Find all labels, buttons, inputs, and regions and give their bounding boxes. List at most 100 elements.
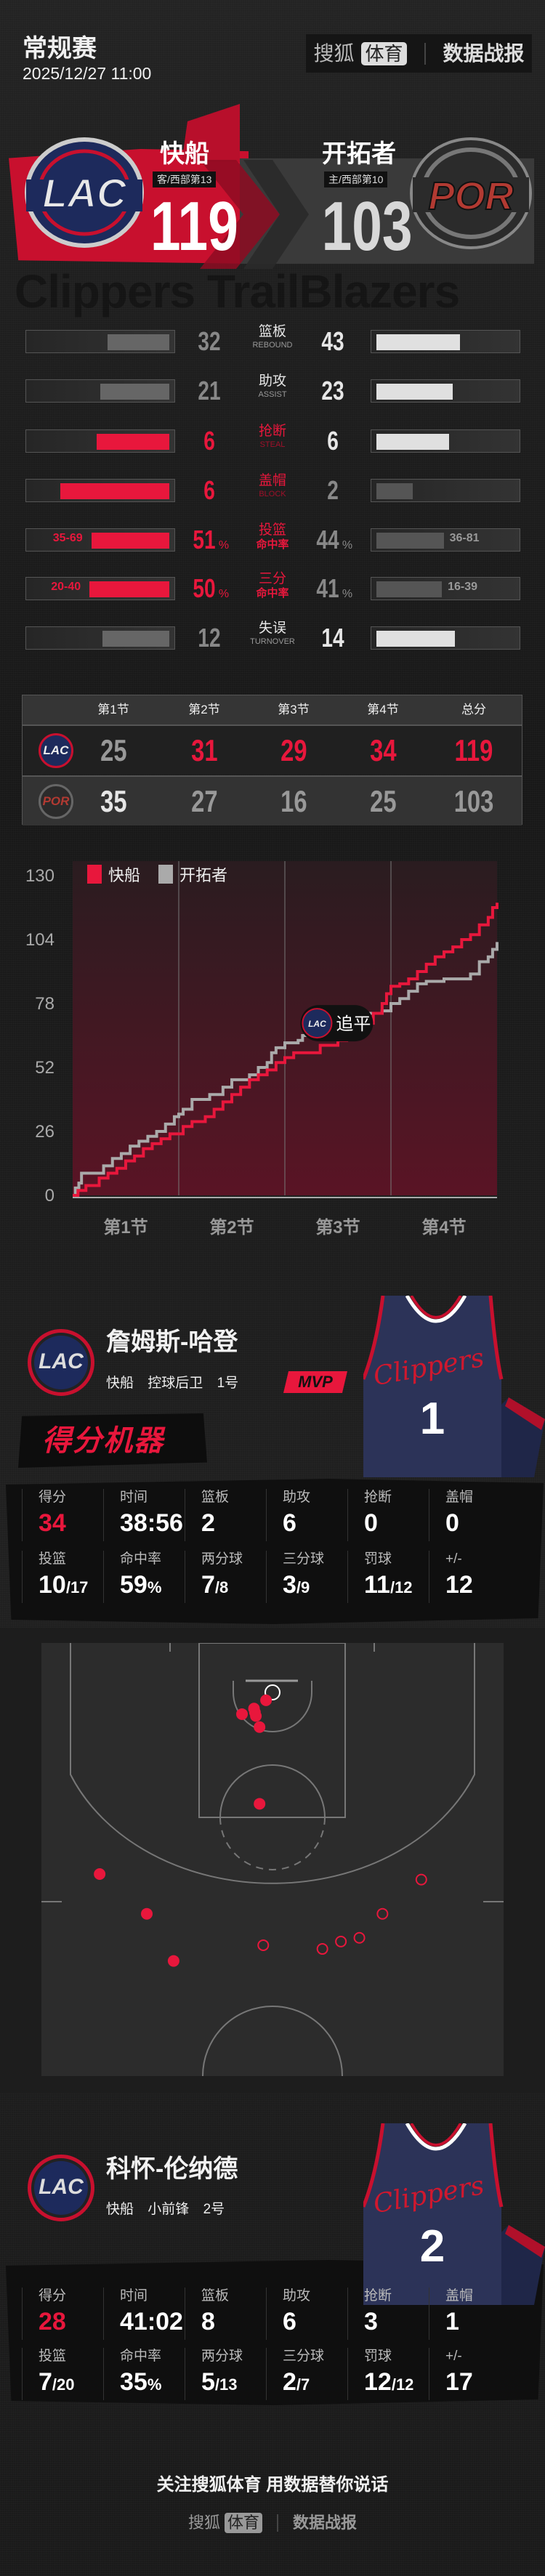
- stat-value: 10/17: [39, 1571, 89, 1599]
- right-stat-bar: [371, 528, 520, 552]
- right-stat-value: 2: [327, 475, 339, 505]
- quarter-score: 31: [190, 733, 218, 767]
- stat-row-0: 32 43 篮板 REBOUND: [0, 324, 545, 356]
- free-throw-circle-top: [219, 1817, 326, 1870]
- por-mini-logo: POR: [39, 784, 73, 819]
- stat-value: 59%: [120, 1571, 162, 1599]
- rim: [265, 1684, 280, 1700]
- stat-label: 罚球: [364, 2349, 392, 2364]
- player-stat-0: 得分 28: [22, 2288, 99, 2340]
- stat-label: 抢断: [364, 1490, 392, 1505]
- stat-label: 篮板: [201, 1490, 230, 1505]
- y-tick-label: 130: [25, 866, 54, 886]
- quarter-header: 第3节: [278, 703, 310, 716]
- right-stat-fill: [376, 631, 455, 647]
- footer-report: 数据战报: [293, 2514, 358, 2532]
- versus-chevron-icon: [200, 160, 309, 269]
- lac-mini-logo: [302, 1008, 333, 1039]
- player-info: 快船 小前锋 2号: [106, 2202, 225, 2218]
- brand-logo: 搜狐 体育 数据战报: [306, 34, 532, 73]
- shot-made-marker: [260, 1694, 272, 1706]
- stat-label: +/-: [445, 1551, 462, 1567]
- team-watermark: Clippers TrailBlazers: [15, 266, 460, 317]
- y-tick-label: 52: [35, 1058, 54, 1078]
- left-stat-bar: [25, 577, 175, 600]
- stat-value: 3: [364, 2308, 378, 2335]
- player-stat-5: 盖帽 0: [429, 1489, 506, 1541]
- shot-made-marker: [236, 1708, 249, 1720]
- shot-made-marker: [141, 1907, 153, 1920]
- quarter-score: 27: [190, 784, 218, 818]
- right-stat-value: 14: [321, 623, 344, 653]
- left-stat-value: 51%: [193, 525, 230, 554]
- shot-made-marker: [94, 1868, 106, 1880]
- stat-value: 1: [445, 2308, 459, 2335]
- left-stat-fill: [97, 434, 169, 450]
- left-stat-fill: [89, 581, 169, 597]
- player-stat-1: 时间 41:02: [103, 2288, 183, 2340]
- player-number-label: 2号: [203, 2202, 225, 2217]
- away-score: 119: [150, 187, 238, 265]
- stat-value: 7/8: [201, 1571, 229, 1599]
- quarter-score: 25: [369, 784, 397, 818]
- y-tick-label: 26: [35, 1122, 54, 1142]
- player-stat-9: 三分球 3/9: [266, 1551, 343, 1603]
- player-team: 快船: [106, 1376, 134, 1391]
- quarter-score: 34: [369, 733, 397, 767]
- stat-value: 11/12: [364, 1571, 413, 1599]
- left-stat-fill: [100, 384, 169, 400]
- stat-value: 41:02: [120, 2308, 183, 2335]
- right-stat-fill: [376, 483, 413, 499]
- stat-label: 两分球: [201, 2349, 243, 2364]
- quarter-score: 29: [280, 733, 307, 767]
- game-type: 常规赛: [23, 35, 97, 62]
- player-tag: 得分机器: [42, 1425, 164, 1457]
- right-stat-fill: [376, 581, 443, 597]
- player-stat-5: 盖帽 1: [429, 2288, 506, 2340]
- left-stat-value: 21: [198, 376, 221, 405]
- stat-value: 35%: [120, 2368, 162, 2396]
- left-stat-value: 50%: [193, 573, 230, 603]
- stat-label: 盖帽: [445, 2288, 474, 2304]
- player-tag-banner: [18, 1413, 207, 1468]
- right-stat-bar: [371, 577, 520, 600]
- legend-label: 开拓者: [179, 866, 227, 884]
- left-stat-bar: [25, 479, 175, 502]
- player-stat-10: 罚球 12/12: [347, 2348, 424, 2400]
- left-stat-bar: [25, 330, 175, 353]
- player-stat-4: 抢断 3: [347, 2288, 424, 2340]
- stat-label: 助攻: [283, 2288, 311, 2304]
- right-stat-fill: [376, 434, 449, 450]
- legend-label: 快船: [108, 866, 140, 884]
- player-name: 詹姆斯-哈登: [106, 1328, 238, 1356]
- right-stat-bar: [371, 379, 520, 403]
- svg-text:LAC: LAC: [308, 1019, 326, 1029]
- stat-label: +/-: [445, 2349, 462, 2364]
- stat-value: 17: [445, 2368, 473, 2396]
- player-stat-9: 三分球 2/7: [266, 2348, 343, 2400]
- right-stat-value: 41%: [316, 573, 353, 603]
- right-stat-bar: [371, 479, 520, 502]
- mvp-badge: MVP: [283, 1371, 347, 1393]
- stat-label: 助攻 ASSIST: [258, 374, 287, 399]
- paint-lane: [198, 1643, 346, 1818]
- legend-swatch: [87, 865, 102, 884]
- stat-label: 投篮: [39, 2349, 67, 2364]
- home-team-rank: 主/西部第10: [324, 171, 388, 187]
- player-number-label: 1号: [217, 1376, 239, 1391]
- left-stat-fill: [107, 334, 169, 350]
- home-score: 103: [321, 187, 413, 265]
- center-circle: [202, 2006, 343, 2076]
- stat-value: 12: [445, 1571, 473, 1599]
- percent-unit: %: [342, 588, 353, 600]
- left-stat-value: 6: [203, 475, 215, 505]
- player-stat-11: +/- 12: [429, 1551, 506, 1603]
- stat-label: 盖帽 BLOCK: [258, 473, 286, 498]
- quarter-score: 16: [280, 784, 307, 818]
- quarter-score-table: 第1节 第2节 第3节 第4节 总分 LAC 25 31 29 34 119 POR 35 27 16 2…: [22, 695, 522, 825]
- shot-chart-section: [0, 1628, 545, 2093]
- stat-label: 抢断: [364, 2288, 392, 2304]
- shot-missed-marker: [415, 1873, 427, 1886]
- free-throw-circle-bottom: [219, 1764, 326, 1818]
